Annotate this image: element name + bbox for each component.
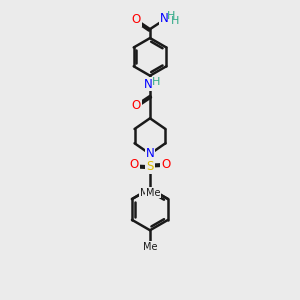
Text: Me: Me [140, 188, 154, 198]
Text: O: O [161, 158, 170, 171]
Text: N: N [144, 77, 153, 91]
Text: O: O [131, 99, 141, 112]
Text: H: H [152, 76, 160, 87]
Text: H: H [171, 16, 180, 26]
Text: Me: Me [143, 242, 157, 252]
Text: Me: Me [146, 188, 160, 198]
Text: N: N [146, 148, 154, 160]
Text: O: O [131, 13, 141, 26]
Text: S: S [146, 160, 154, 173]
Text: O: O [130, 158, 139, 171]
Text: N: N [160, 12, 169, 25]
Text: H: H [167, 11, 175, 21]
